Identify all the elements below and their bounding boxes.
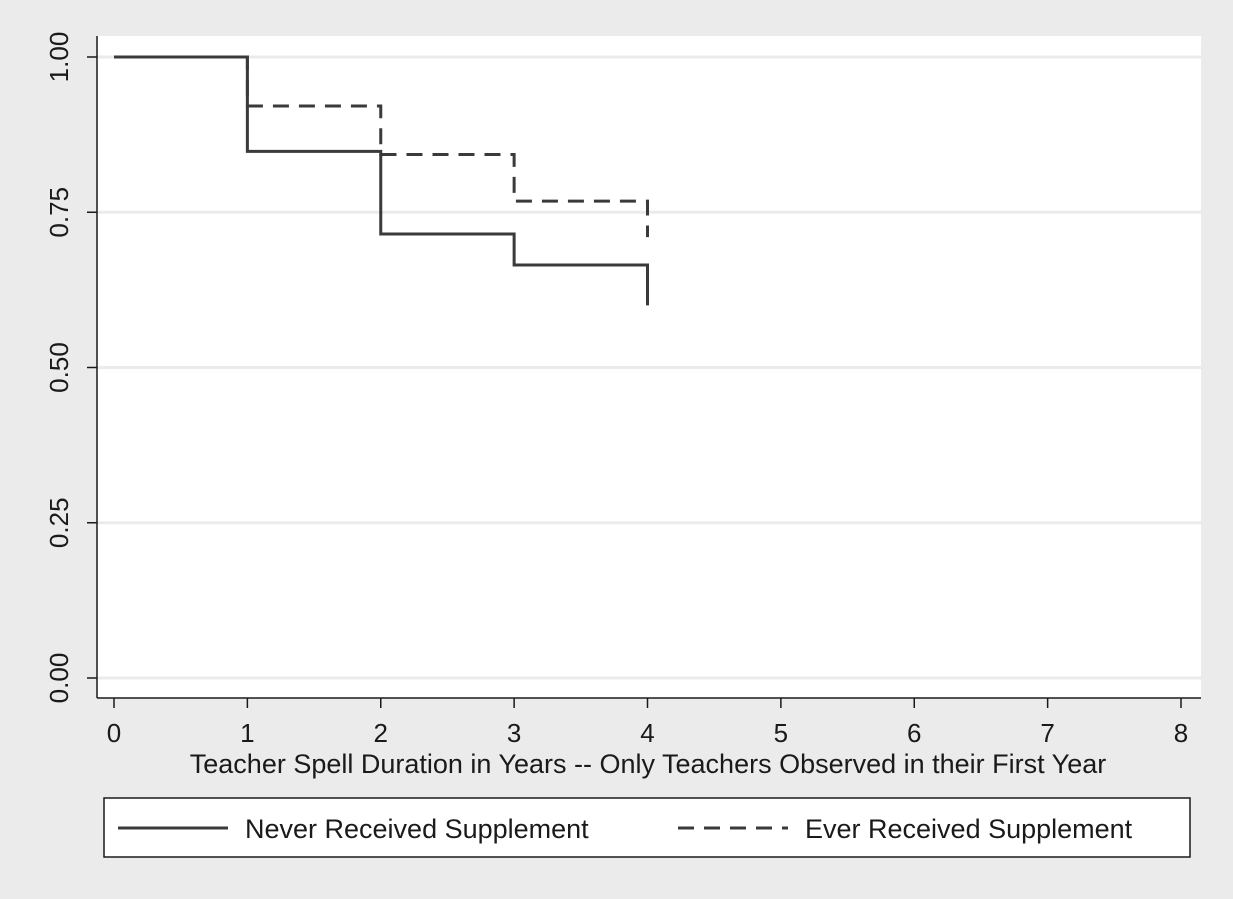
- y-tick-label-1: 0.25: [44, 497, 74, 548]
- y-tick-label-4: 1.00: [44, 32, 74, 83]
- legend-box: [103, 797, 1191, 858]
- y-tick-label-0: 0.00: [44, 653, 74, 704]
- gridlines: [97, 55, 1201, 680]
- y-tick-label-3: 0.75: [44, 187, 74, 238]
- x-tick-label-6: 6: [907, 718, 921, 748]
- legend: Never Received Supplement Ever Received …: [103, 797, 1191, 858]
- series-lines: [114, 55, 649, 306]
- legend-label-ever-received: Ever Received Supplement: [805, 814, 1133, 844]
- x-tick-label-7: 7: [1040, 718, 1054, 748]
- x-tick-label-1: 1: [240, 718, 254, 748]
- x-tick-label-5: 5: [774, 718, 788, 748]
- y-axis-ticks: 0.00 0.25 0.50 0.75 1.00: [44, 32, 97, 704]
- x-tick-label-3: 3: [507, 718, 521, 748]
- x-tick-label-2: 2: [374, 718, 388, 748]
- x-axis-ticks: 0 1 2 3 4 5 6 7 8: [107, 698, 1188, 748]
- x-tick-label-8: 8: [1174, 718, 1188, 748]
- x-tick-label-4: 4: [640, 718, 654, 748]
- x-tick-label-0: 0: [107, 718, 121, 748]
- legend-label-never-received: Never Received Supplement: [245, 814, 589, 844]
- y-tick-label-2: 0.50: [44, 342, 74, 393]
- series-line-ever-received-supplement: [114, 55, 649, 238]
- x-axis-title: Teacher Spell Duration in Years -- Only …: [190, 749, 1106, 779]
